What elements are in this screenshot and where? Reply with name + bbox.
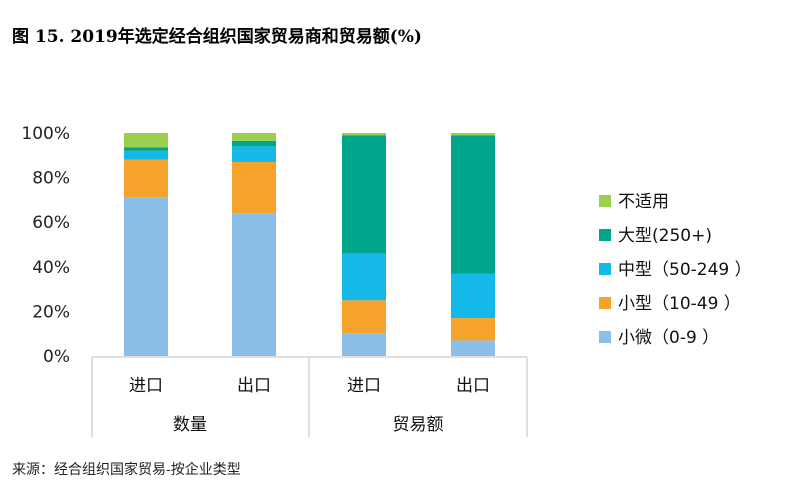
bar-segment [232,213,276,356]
bar-segment [232,161,276,214]
bar-segment [342,135,386,254]
y-tick-label: 80% [32,169,70,189]
legend-swatch [599,195,611,207]
bar-segment [342,300,386,334]
y-tick-label: 60% [32,213,70,233]
bar-segment [342,333,386,356]
x-group-label: 贸易额 [393,415,444,435]
x-category-label: 进口 [347,376,381,396]
bar-segment [124,197,168,356]
bar-segment [451,133,495,136]
x-category-label: 进口 [129,376,163,396]
bar-segment [124,159,168,198]
bar-segment [451,273,495,319]
legend-swatch [599,229,611,241]
bar-segment [342,253,386,301]
bar-segment [451,318,495,341]
chart-title: 图 15. 2019年选定经合组织国家贸易商和贸易额(%) [12,27,422,47]
legend-label: 中型（50-249 ） [618,260,752,280]
legend-label: 不适用 [618,192,669,212]
legend-swatch [599,331,611,343]
bar-segment [124,147,168,151]
legend-swatch [599,263,611,275]
bar-segment [124,133,168,148]
legend-label: 小型（10-49 ） [618,294,741,314]
y-tick-label: 20% [32,302,70,322]
bar-segment [232,146,276,162]
bar-segment [232,133,276,141]
source-note: 来源：经合组织国家贸易-按企业类型 [12,462,241,478]
bars [124,133,495,356]
bar-segment [451,340,495,356]
y-tick-label: 0% [43,347,70,367]
bar-segment [342,133,386,136]
legend-swatch [599,297,611,309]
bar-segment [451,135,495,274]
y-tick-label: 40% [32,258,70,278]
legend-label: 小微（0-9 ） [618,328,719,348]
legend-label: 大型(250+) [618,226,712,246]
x-category-label: 出口 [456,376,490,396]
x-group-label: 数量 [173,415,207,435]
x-category-label: 出口 [237,376,271,396]
y-tick-label: 100% [21,124,70,144]
y-axis-ticks: 0% 20% 40% 60% 80% 100% [21,124,70,367]
bar-segment [124,150,168,160]
bar-segment [232,140,276,147]
